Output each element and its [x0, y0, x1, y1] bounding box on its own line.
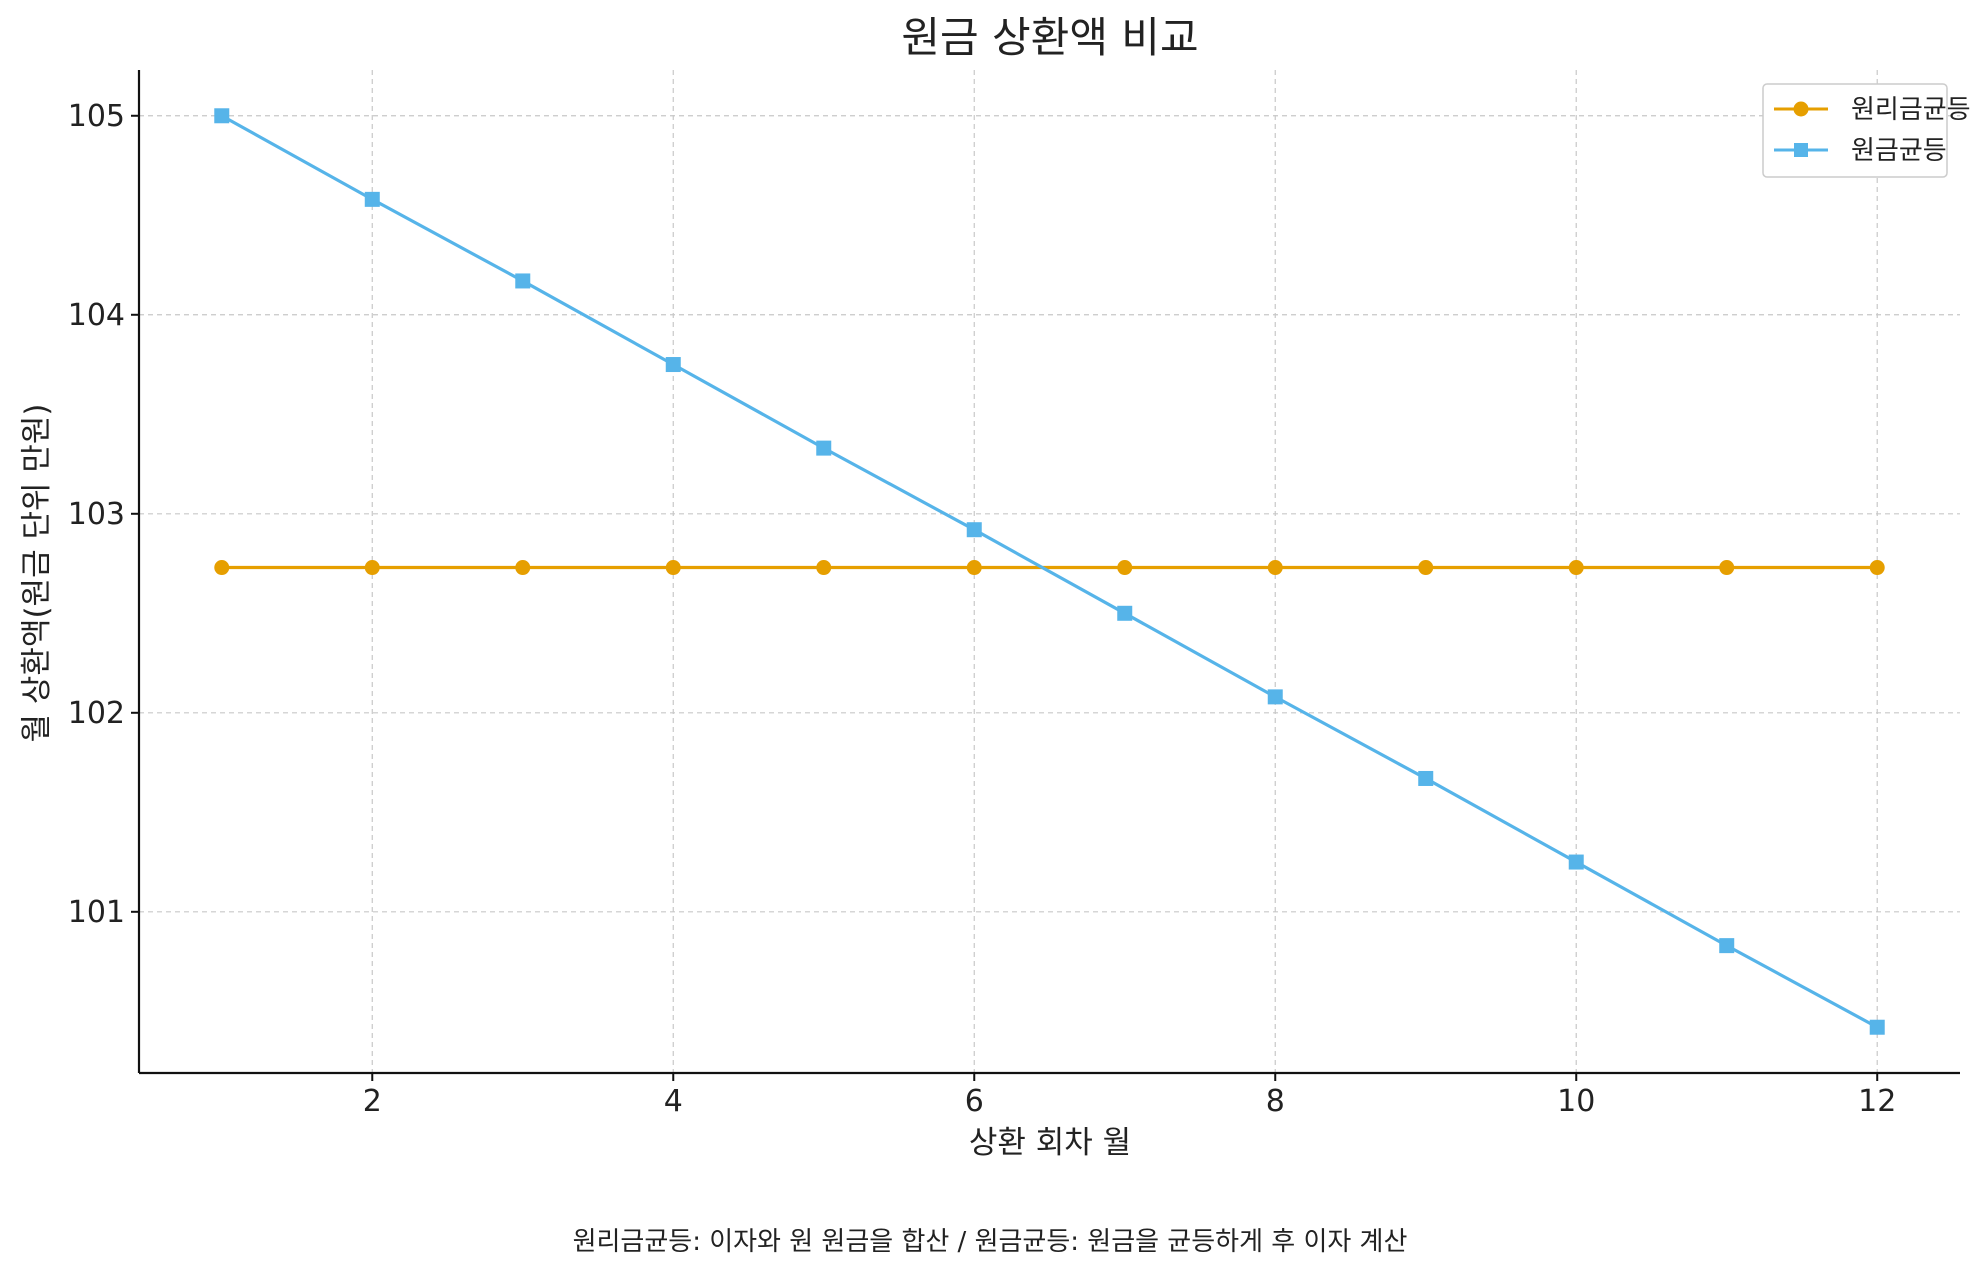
x-tick-label: 10	[1557, 1084, 1595, 1119]
point-원리금균등-3	[515, 560, 531, 576]
point-원리금균등-8	[1267, 560, 1283, 576]
point-원금균등-1	[214, 108, 230, 124]
point-원리금균등-2	[364, 560, 380, 576]
x-axis-label: 상환 회차 월	[969, 1125, 1131, 1161]
y-tick-label: 105	[68, 99, 125, 134]
grid-layer	[139, 70, 1960, 1073]
point-원금균등-8	[1267, 689, 1283, 705]
point-원리금균등-4	[665, 560, 681, 576]
point-원리금균등-10	[1568, 560, 1584, 576]
point-원금균등-12	[1869, 1019, 1885, 1035]
chart-title: 원금 상환액 비교	[901, 13, 1198, 62]
x-tick-label: 6	[965, 1084, 984, 1119]
point-원금균등-6	[966, 522, 982, 538]
y-axis-label: 월 상환액(원금 단위 만원)	[19, 404, 55, 743]
point-원금균등-9	[1418, 770, 1434, 786]
point-원리금균등-11	[1719, 560, 1735, 576]
axes-layer	[137, 70, 1960, 1075]
legend-marker-원리금균등	[1793, 101, 1809, 117]
point-원금균등-4	[665, 357, 681, 373]
point-원금균등-7	[1117, 605, 1133, 621]
y-tick-label: 101	[68, 895, 125, 930]
x-tick-label: 2	[363, 1084, 382, 1119]
point-원리금균등-7	[1117, 560, 1133, 576]
series-layer	[214, 108, 1885, 1035]
legend-box	[1762, 83, 1948, 178]
legend-label-원리금균등: 원리금균등	[1851, 95, 1971, 125]
y-tick-label: 102	[68, 696, 125, 731]
point-원금균등-3	[515, 273, 531, 289]
point-원금균등-5	[816, 440, 832, 456]
y-tick-label: 103	[68, 497, 125, 532]
y-tick-label: 104	[68, 298, 125, 333]
point-원리금균등-5	[816, 560, 832, 576]
ticks-layer: 2 4 6 8 10 12 101 102 103 104 105	[68, 99, 1897, 1119]
legend-label-원금균등: 원금균등	[1851, 136, 1947, 166]
point-원리금균등-1	[214, 560, 230, 576]
point-원금균등-10	[1568, 854, 1584, 870]
footnote-caption: 원리금균등: 이자와 원 원금을 합산 / 원금균등: 원금을 균등하게 후 이…	[573, 1227, 1408, 1257]
x-tick-label: 4	[664, 1084, 683, 1119]
x-tick-label: 8	[1266, 1084, 1285, 1119]
legend-marker-원금균등	[1794, 143, 1808, 157]
point-원금균등-2	[364, 191, 380, 207]
point-원리금균등-12	[1869, 560, 1885, 576]
point-원금균등-11	[1719, 938, 1735, 954]
series-line-원금균등	[220, 114, 1879, 1029]
legend: 원리금균등 원금균등	[1762, 83, 1971, 178]
point-원리금균등-6	[966, 560, 982, 576]
x-tick-label: 12	[1858, 1084, 1896, 1119]
point-원리금균등-9	[1418, 560, 1434, 576]
